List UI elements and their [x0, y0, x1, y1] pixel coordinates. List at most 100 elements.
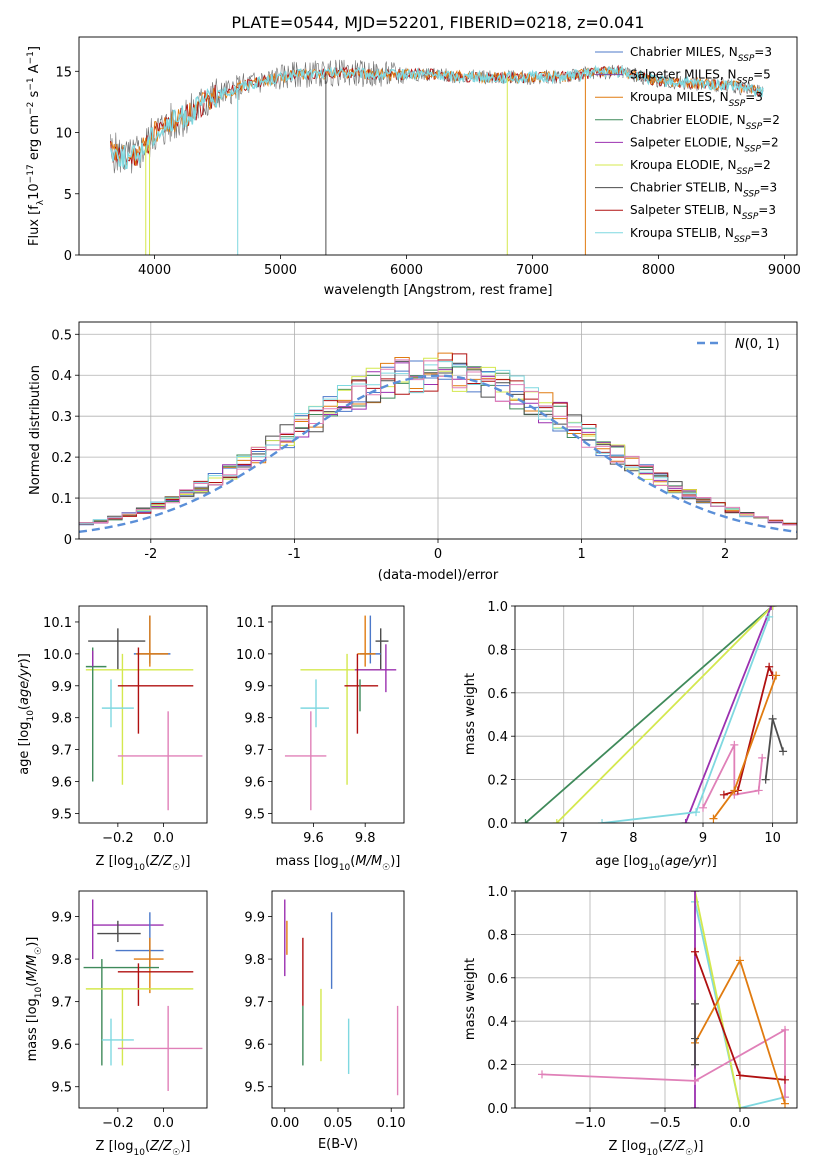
panel-weight_vs_age: 7 8 9 10 0.0 0.2 0.4 0.6 0.8 1.0 age [log10(age/yr…	[463, 600, 798, 873]
weight-marker	[781, 1075, 789, 1084]
y-tick-label: 10.1	[236, 616, 265, 631]
x-tick-label: -2	[144, 547, 157, 562]
y-tick-label: 0.5	[51, 328, 72, 343]
axes-frame	[78, 890, 208, 1109]
x-axis-label: Z [log10(Z/Z☉)]	[96, 1139, 191, 1158]
x-tick-label: 4000	[138, 263, 171, 278]
x-tick-label: 8	[629, 831, 637, 846]
panel-residuals: -2 -1 0 1 2 0 0.1 0.2 0.3 0.4 0.5 (data-model)/erro…	[28, 321, 798, 583]
weight-line	[541, 1028, 786, 1098]
weight-line	[712, 675, 777, 820]
x-tick-label: 9	[699, 831, 707, 846]
y-tick-label: 0.6	[487, 972, 508, 987]
axes-frame	[78, 605, 208, 824]
weight-marker	[779, 747, 788, 756]
y-tick-label: 0.0	[487, 1102, 508, 1117]
x-tick-label: 0.10	[377, 1116, 406, 1131]
weight-marker	[761, 775, 770, 784]
axes-frame	[78, 321, 798, 540]
y-tick-label: 0.8	[487, 928, 508, 943]
y-tick-label: 9.6	[244, 776, 265, 791]
x-tick-label: 1	[577, 547, 585, 562]
y-tick-label: 9.6	[244, 1038, 265, 1053]
weight-marker	[754, 786, 763, 795]
x-axis-label: wavelength [Angstrom, rest frame]	[324, 283, 553, 298]
y-tick-label: 0.8	[487, 643, 508, 658]
y-tick-label: 1.0	[487, 600, 508, 615]
y-axis-label: mass [log10(M/M☉)]	[25, 937, 44, 1062]
y-tick-label: 0.4	[487, 730, 508, 745]
axes-frame	[78, 36, 798, 256]
y-tick-label: 0	[64, 533, 72, 548]
weight-marker	[552, 819, 561, 823]
weight-marker	[781, 1099, 789, 1108]
axes-frame	[514, 890, 798, 1109]
weight-marker	[758, 753, 767, 762]
legend-label: Salpeter ELODIE, NSSP=2	[630, 135, 779, 154]
plot-area	[79, 352, 797, 539]
y-axis-label: age [log10(age/yr)]	[17, 653, 36, 775]
x-tick-label: 0.05	[324, 1116, 353, 1131]
y-tick-label: 9.9	[51, 680, 72, 695]
weight-marker	[781, 1025, 789, 1034]
plot-area	[284, 899, 399, 1096]
plot-area	[85, 615, 203, 811]
weight-marker	[765, 612, 774, 621]
weight-line	[694, 891, 741, 1108]
x-axis-label: Z [log10(Z/Z☉)]	[609, 1139, 704, 1158]
figure-title: PLATE=0544, MJD=52201, FIBERID=0218, z=0…	[231, 13, 644, 32]
y-tick-label: 10.0	[236, 648, 265, 663]
weight-marker	[681, 819, 690, 823]
weight-line	[684, 606, 773, 823]
y-tick-label: 0	[64, 249, 72, 264]
legend-label: Kroupa ELODIE, NSSP=2	[630, 158, 771, 177]
x-axis-label: (data-model)/error	[378, 568, 499, 583]
y-tick-label: 9.5	[244, 807, 265, 822]
x-tick-label: 2	[721, 547, 729, 562]
y-tick-label: 9.8	[244, 953, 265, 968]
x-tick-label: −1.0	[574, 1116, 606, 1131]
legend-label: Chabrier MILES, NSSP=3	[630, 45, 772, 64]
weight-marker	[699, 803, 707, 812]
weight-marker	[691, 999, 699, 1008]
plot-area	[109, 59, 764, 255]
x-axis-label: age [log10(age/yr)]	[595, 854, 717, 873]
weight-marker	[767, 606, 776, 610]
weight-marker	[730, 740, 739, 749]
weight-marker	[768, 606, 777, 610]
weight-line	[764, 718, 784, 780]
weight-marker	[709, 814, 718, 823]
panel-weight_vs_Z: −1.0 −0.5 0.0 0.0 0.2 0.4 0.6 0.8 1.0 Z [log10(Z/…	[463, 885, 798, 1158]
y-tick-label: 0.1	[51, 492, 72, 507]
x-tick-label: 0	[434, 547, 442, 562]
weight-marker	[691, 891, 699, 895]
y-tick-label: 9.6	[51, 776, 72, 791]
legend: Chabrier MILES, NSSP=3 Salpeter MILES, NS…	[595, 45, 780, 245]
axes-frame	[271, 890, 405, 1109]
y-tick-label: 15	[55, 65, 72, 80]
plot-area	[83, 899, 203, 1091]
weight-line	[723, 663, 774, 796]
panel-age_vs_mass: 9.6 9.8 9.5 9.6 9.7 9.8 9.9 10.0 10.1 mass [log10…	[236, 605, 405, 873]
y-axis-label: Normed distribution	[28, 365, 43, 495]
x-tick-label: 0.00	[270, 1116, 299, 1131]
x-tick-label: −0.2	[102, 831, 134, 846]
y-tick-label: 9.7	[244, 744, 265, 759]
panel-age_vs_Z: −0.2 0.0 9.5 9.6 9.7 9.8 9.9 10.0 10.1 Z [log10(Z…	[17, 605, 208, 873]
weight-marker	[768, 714, 777, 723]
plot-area	[521, 606, 788, 823]
y-tick-label: 0.0	[487, 817, 508, 832]
panel-spectrum: 4000 5000 6000 7000 8000 9000 0 5 10 15 wavelength…	[26, 36, 801, 298]
y-tick-label: 0.3	[51, 410, 72, 425]
y-tick-label: 9.9	[244, 680, 265, 695]
weight-marker	[772, 671, 781, 680]
weight-line	[694, 901, 786, 1108]
weight-marker	[692, 808, 701, 817]
weight-line	[601, 616, 770, 823]
x-axis-label: E(B-V)	[318, 1137, 358, 1152]
weight-marker	[719, 790, 728, 799]
y-tick-label: 9.9	[244, 911, 265, 926]
x-axis-label: mass [log10(M/M☉)]	[276, 854, 401, 873]
legend-label: Kroupa MILES, NSSP=3	[630, 90, 763, 109]
